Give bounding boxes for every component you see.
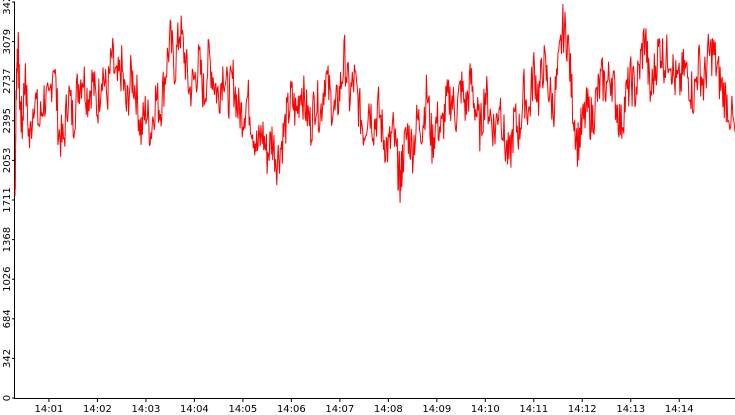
x-tick-label: 14:02 bbox=[83, 404, 112, 415]
y-tick-label: 2737 bbox=[2, 68, 13, 93]
x-tick-label: 14:03 bbox=[131, 404, 160, 415]
y-tick-label: 0 bbox=[2, 395, 13, 401]
x-tick-label: 14:13 bbox=[616, 404, 645, 415]
x-tick-label: 14:14 bbox=[665, 404, 694, 415]
x-tick-label: 14:06 bbox=[277, 404, 306, 415]
y-tick-label: 1026 bbox=[2, 266, 13, 291]
x-tick-label: 14:07 bbox=[325, 404, 354, 415]
y-tick-label: 2053 bbox=[2, 148, 13, 173]
x-axis-ticks: 14:01 14:02 14:03 14:04 14:05 14:06 14:07 14:08… bbox=[35, 398, 694, 415]
y-tick-label: 684 bbox=[2, 309, 13, 328]
series-line bbox=[14, 3, 735, 203]
y-tick-label: 3422 bbox=[2, 0, 13, 15]
x-tick-label: 14:01 bbox=[35, 404, 64, 415]
series-layer bbox=[14, 3, 735, 203]
x-tick-label: 14:05 bbox=[228, 404, 257, 415]
x-tick-label: 14:09 bbox=[422, 404, 451, 415]
x-tick-label: 14:11 bbox=[519, 404, 548, 415]
x-tick-label: 14:08 bbox=[374, 404, 403, 415]
x-tick-label: 14:04 bbox=[180, 404, 209, 415]
y-tick-label: 1711 bbox=[2, 187, 13, 212]
y-tick-label: 342 bbox=[2, 349, 13, 368]
y-tick-label: 3079 bbox=[2, 29, 13, 54]
y-tick-label: 2395 bbox=[2, 108, 13, 133]
x-tick-label: 14:10 bbox=[471, 404, 500, 415]
x-tick-label: 14:12 bbox=[568, 404, 597, 415]
y-axis-ticks: 0 342 684 1026 1368 1711 2053 2395 2737 3079 3422 bbox=[2, 0, 15, 401]
y-tick-label: 1368 bbox=[2, 227, 13, 252]
